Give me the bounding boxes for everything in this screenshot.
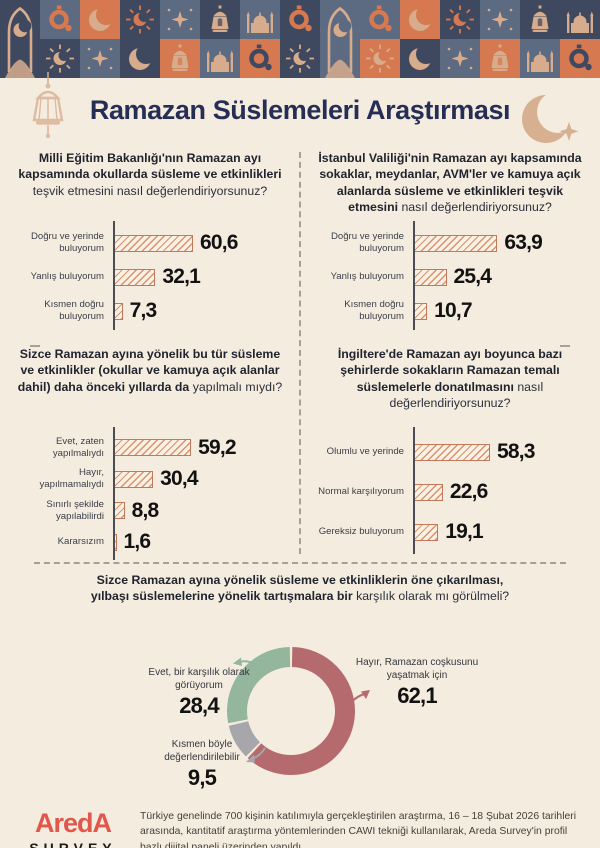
bar-label: Normal karşılıyorum — [318, 486, 404, 497]
survey-wordmark: SURVEY — [29, 840, 117, 848]
bar — [413, 302, 428, 320]
donut-label-hayir: Hayır, Ramazan coşkusunu yaşatmak için 6… — [355, 657, 479, 708]
donut-label-kismen: Kısmen böyle değerlendirilebilir 9,5 — [164, 739, 240, 790]
donut-segment — [227, 647, 355, 775]
callout-arrow-evet-icon — [233, 657, 261, 669]
bar-row: Olumlu ve yerinde 58,3 — [316, 440, 584, 464]
bar — [113, 533, 117, 551]
bar-row: Gereksiz buluyorum 19,1 — [316, 520, 584, 544]
bar-row: Sınırlı şekilde yapılabilirdi 8,8 — [16, 499, 284, 523]
bar-label: Kararsızım — [57, 536, 104, 548]
bar-label: Yanlış buluyorum — [30, 271, 104, 282]
bar-row: Kısmen doğru buluyorum 10,7 — [316, 299, 584, 323]
bar-label: Olumlu ve yerinde — [326, 446, 404, 457]
chart-block-milli-egitim: Milli Eğitim Bakanlığı'nın Ramazan ayı k… — [0, 142, 300, 338]
question-text: İngiltere'de Ramazan ayı boyunca bazı şe… — [337, 347, 563, 411]
bar-value: 10,7 — [434, 299, 472, 322]
crescent-star-icon — [522, 92, 579, 143]
bar — [413, 483, 443, 501]
ramadan-tile-border — [0, 0, 600, 78]
callout-arrow-kismen-icon — [246, 747, 266, 763]
question-text: İstanbul Valiliği'nin Ramazan ayı kapsam… — [318, 151, 582, 215]
bar-label: Yanlış buluyorum — [330, 271, 404, 282]
bar — [113, 502, 125, 520]
header: Ramazan Süslemeleri Araştırması — [0, 72, 600, 143]
bar — [113, 470, 154, 488]
chart-block-ingiltere: İngiltere'de Ramazan ayı boyunca bazı şe… — [300, 338, 600, 560]
donut-section: Sizce Ramazan ayına yönelik süsleme ve e… — [0, 572, 600, 800]
bar — [113, 268, 156, 286]
bar — [413, 268, 447, 286]
areda-survey-logo: AredA SURVEY — [22, 808, 124, 848]
bar-chart: Evet, zaten yapılmalıydı 59,2 Hayır, yapıl… — [16, 427, 284, 560]
chart-block-onceki-yillar: Sizce Ramazan ayına yönelik bu tür süsle… — [0, 338, 300, 560]
edge-dash-left — [30, 345, 40, 347]
bar-label: Kısmen doğru buluyorum — [44, 299, 104, 322]
bar-label: Hayır, yapılmamalıydı — [39, 467, 104, 491]
bar-label: Doğru ve yerinde buluyorum — [30, 231, 104, 254]
charts-grid: Milli Eğitim Bakanlığı'nın Ramazan ayı k… — [0, 142, 600, 560]
bar-row: Kısmen doğru buluyorum 7,3 — [16, 299, 284, 323]
bar-label: Evet, zaten yapılmalıydı — [52, 435, 104, 459]
page-title: Ramazan Süslemeleri Araştırması — [89, 94, 511, 125]
bar-chart: Doğru ve yerinde buluyorum 60,6 Yanlış bul… — [16, 221, 284, 330]
bar-label: Doğru ve yerinde buluyorum — [330, 231, 404, 254]
bar-value: 32,1 — [162, 265, 201, 288]
donut-chart — [227, 647, 355, 775]
bar-row: Evet, zaten yapılmalıydı 59,2 — [16, 436, 284, 460]
bar-chart: Olumlu ve yerinde 58,3 Normal karşılıyorum… — [316, 427, 584, 554]
bar-chart: Doğru ve yerinde buluyorum 63,9 Yanlış bul… — [316, 221, 584, 330]
edge-dash-right — [560, 345, 570, 347]
bar-row: Yanlış buluyorum 32,1 — [16, 265, 284, 289]
final-question-text: Sizce Ramazan ayına yönelik süsleme ve e… — [90, 573, 510, 604]
bar-value: 8,8 — [131, 498, 160, 522]
bar-value: 63,9 — [504, 231, 543, 254]
bar-value: 59,2 — [198, 435, 236, 459]
bar-value: 7,3 — [129, 299, 158, 322]
bar-value: 58,3 — [496, 440, 535, 463]
chart-block-istanbul-valiligi: İstanbul Valiliği'nin Ramazan ayı kapsam… — [300, 142, 600, 338]
bar — [113, 302, 123, 320]
bar-value: 19,1 — [445, 520, 483, 543]
bar — [413, 523, 439, 541]
bar — [413, 443, 490, 461]
bar — [113, 439, 192, 457]
bar-value: 22,6 — [449, 480, 488, 503]
bar-label: Sınırlı şekilde yapılabilirdi — [46, 498, 104, 522]
bar-row: Normal karşılıyorum 22,6 — [316, 480, 584, 504]
bar-row: Doğru ve yerinde buluyorum 63,9 — [316, 231, 584, 255]
bar-value: 1,6 — [123, 530, 152, 554]
callout-arrow-hayir-icon — [346, 690, 370, 709]
lantern-icon — [32, 72, 64, 139]
donut-label-evet: Evet, bir karşılık olarak görüyorum 28,4 — [148, 667, 250, 718]
bar — [113, 234, 193, 252]
question-text: Sizce Ramazan ayına yönelik bu tür süsle… — [17, 347, 283, 394]
divider-vertical-dashed — [299, 152, 301, 554]
bar-label: Kısmen doğru buluyorum — [344, 299, 404, 322]
bar-row: Hayır, yapılmamalıydı 30,4 — [16, 467, 284, 491]
areda-wordmark: AredA — [34, 808, 112, 838]
bar-label: Gereksiz buluyorum — [318, 526, 404, 537]
question-text: Milli Eğitim Bakanlığı'nın Ramazan ayı k… — [18, 151, 282, 198]
bar-row: Doğru ve yerinde buluyorum 60,6 — [16, 231, 284, 255]
bar-value: 60,6 — [199, 231, 238, 254]
bar-row: Kararsızım 1,6 — [16, 530, 284, 554]
bar-row: Yanlış buluyorum 25,4 — [316, 265, 584, 289]
footer: AredA SURVEY Türkiye genelinde 700 kişin… — [0, 800, 600, 848]
divider-horizontal-dashed — [34, 562, 566, 564]
bar-value: 25,4 — [453, 265, 492, 288]
bar — [413, 234, 498, 252]
bar-value: 30,4 — [160, 467, 198, 491]
methodology-text: Türkiye genelinde 700 kişinin katılımıyl… — [140, 810, 577, 848]
